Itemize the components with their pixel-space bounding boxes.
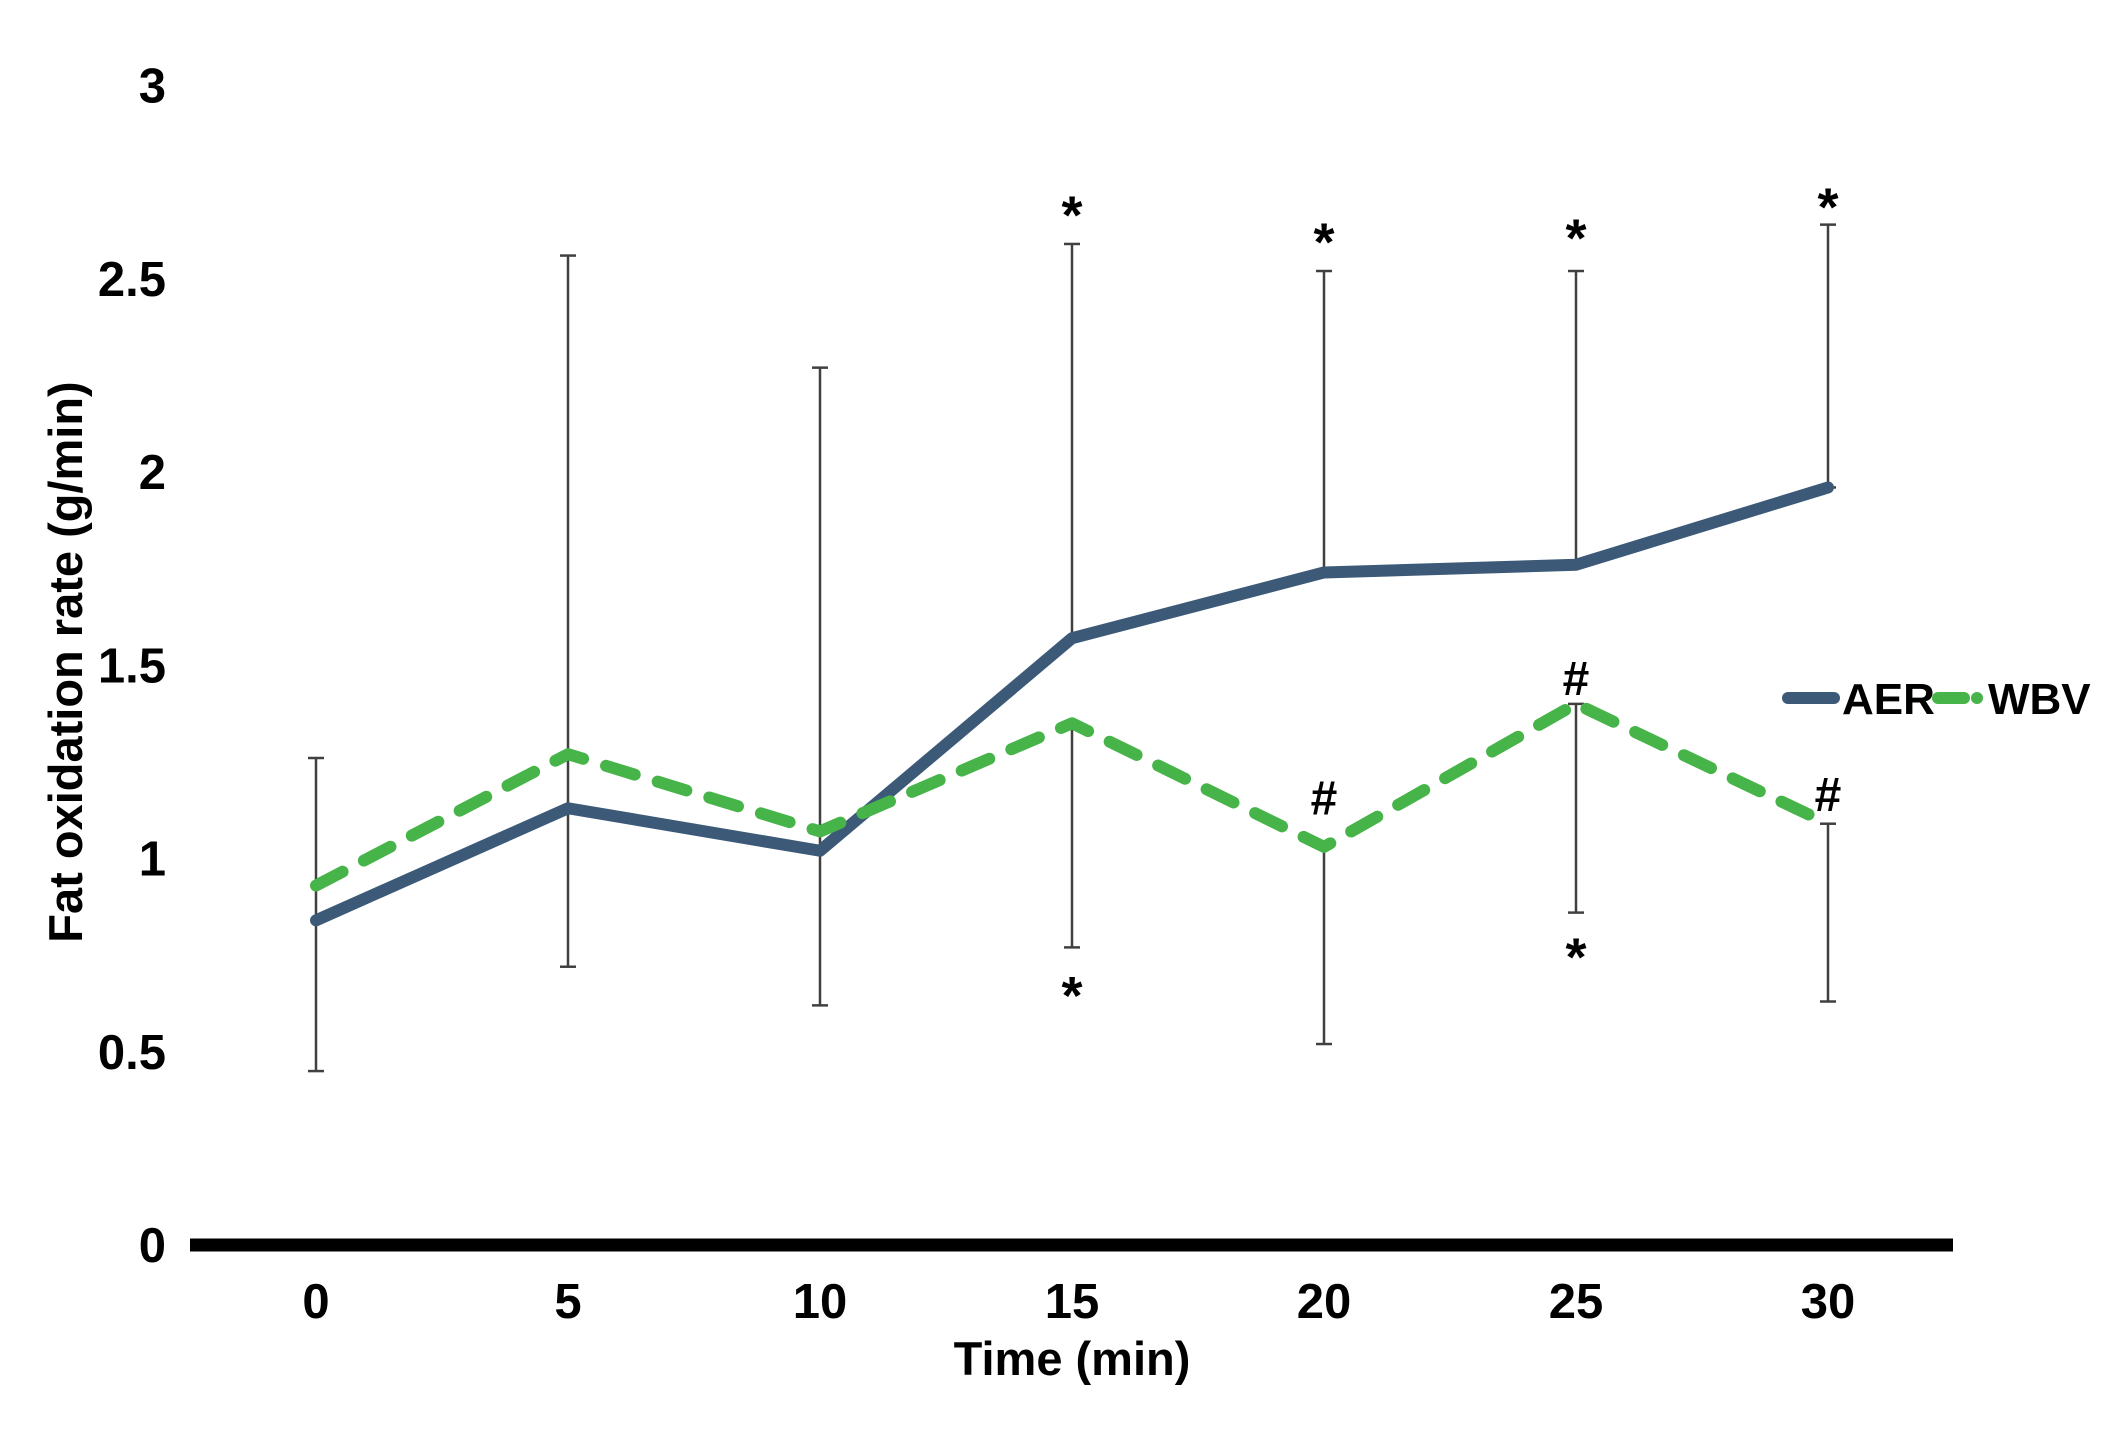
- legend-aer-label: AER: [1842, 675, 1935, 724]
- significance-star: *: [1313, 213, 1334, 273]
- error-bar: [1064, 721, 1080, 949]
- error-bar: [1568, 269, 1584, 567]
- significance-star: *: [1565, 928, 1586, 988]
- error-bar: [1316, 845, 1332, 1046]
- x-tick-label: 20: [1297, 1275, 1352, 1329]
- error-bar: [1064, 242, 1080, 640]
- x-axis-tick-labels: 0 5 10 15 20 25 30: [302, 1275, 1855, 1329]
- significance-star: *: [1061, 966, 1082, 1026]
- legend: AER WBV: [1782, 675, 2091, 724]
- x-tick-label: 15: [1045, 1275, 1100, 1329]
- y-axis-tick-labels: 0 0.5 1 1.5 2 2.5 3: [98, 60, 166, 1274]
- y-tick-label: 3: [139, 60, 166, 114]
- aer-line: [310, 481, 1834, 927]
- legend-wbv-label: WBV: [1988, 675, 2091, 724]
- error-bar: [1316, 269, 1332, 574]
- x-tick-label: 30: [1801, 1275, 1856, 1329]
- significance-star: *: [1817, 178, 1838, 238]
- x-tick-label: 10: [793, 1275, 848, 1329]
- y-tick-label: 1.5: [98, 639, 166, 693]
- wbv-line: [310, 697, 1834, 892]
- error-bar: [1568, 702, 1584, 914]
- x-tick-label: 5: [554, 1275, 581, 1329]
- x-tick-label: 0: [302, 1275, 329, 1329]
- significance-hash: #: [1563, 653, 1590, 706]
- y-tick-label: 0.5: [98, 1026, 166, 1080]
- legend-wbv-dot-sample: [1971, 692, 1983, 704]
- y-tick-label: 0: [139, 1219, 166, 1273]
- y-tick-label: 2.5: [98, 253, 166, 307]
- significance-star: *: [1565, 209, 1586, 269]
- error-bar: [812, 366, 828, 1007]
- error-bar: [1820, 822, 1836, 1003]
- error-bar: [1820, 223, 1836, 489]
- y-tick-label: 1: [139, 833, 166, 887]
- y-axis-title: Fat oxidation rate (g/min): [39, 381, 92, 942]
- y-tick-label: 2: [139, 446, 166, 500]
- significance-hash: #: [1311, 773, 1338, 826]
- significance-star: *: [1061, 185, 1082, 245]
- error-bars-group: [308, 223, 1836, 1073]
- x-axis-title: Time (min): [954, 1332, 1191, 1385]
- significance-hash: #: [1815, 769, 1842, 822]
- annotations-group: * * * * * * # # #: [1061, 178, 1841, 1026]
- x-tick-label: 25: [1549, 1275, 1604, 1329]
- error-bar: [560, 254, 576, 968]
